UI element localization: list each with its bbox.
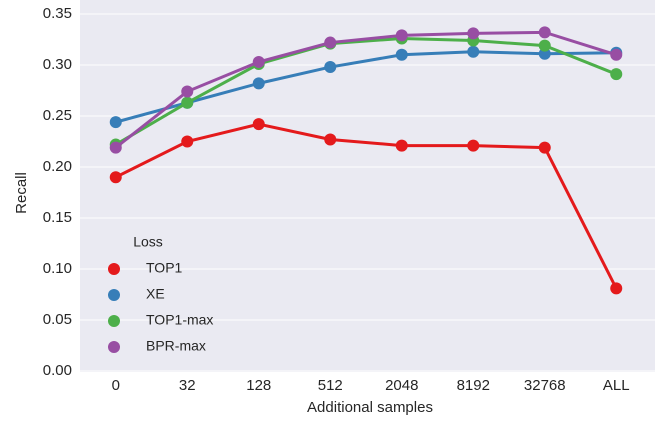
data-point	[324, 133, 337, 146]
x-tick-label: 512	[318, 377, 343, 394]
data-point	[395, 29, 408, 42]
data-point	[181, 85, 194, 98]
data-point	[181, 135, 194, 148]
y-tick-label: 0.20	[43, 158, 72, 175]
legend-label: TOP1-max	[146, 312, 213, 328]
data-point	[181, 96, 194, 109]
x-tick-label: 32768	[524, 377, 566, 394]
series-line	[115, 122, 618, 290]
y-tick-label: 0.15	[43, 209, 72, 226]
y-tick-label: 0.00	[43, 362, 72, 379]
data-point	[610, 68, 623, 81]
y-tick-label: 0.35	[43, 5, 72, 22]
legend-marker	[108, 315, 120, 327]
x-axis-label: Additional samples	[307, 399, 433, 416]
data-point	[467, 45, 480, 58]
data-point	[610, 282, 623, 295]
data-point	[109, 171, 122, 184]
y-tick-label: 0.30	[43, 56, 72, 73]
x-tick-label: 128	[246, 377, 271, 394]
data-point	[610, 48, 623, 61]
data-point	[324, 61, 337, 74]
data-point	[467, 27, 480, 40]
y-tick-label: 0.25	[43, 107, 72, 124]
data-point	[538, 26, 551, 39]
data-point	[538, 39, 551, 52]
data-point	[467, 139, 480, 152]
legend-marker	[108, 341, 120, 353]
legend-label: TOP1	[146, 260, 183, 276]
x-tick-label: 2048	[385, 377, 418, 394]
series-line	[114, 30, 617, 149]
x-tick-label: ALL	[603, 377, 630, 394]
legend-marker	[108, 263, 120, 275]
x-tick-label: 0	[112, 377, 120, 394]
data-point	[324, 36, 337, 49]
data-point	[109, 141, 122, 154]
data-point	[395, 139, 408, 152]
series-line	[115, 50, 617, 124]
series-line	[114, 36, 617, 146]
legend-label: BPR-max	[146, 338, 206, 354]
legend-label: XE	[146, 286, 165, 302]
y-tick-label: 0.05	[43, 311, 72, 328]
legend-title: Loss	[133, 234, 163, 250]
x-tick-label: 32	[179, 377, 196, 394]
legend-marker	[108, 289, 120, 301]
data-point	[252, 118, 265, 131]
data-point	[252, 55, 265, 68]
data-point	[252, 77, 265, 90]
data-point	[395, 48, 408, 61]
x-tick-label: 8192	[457, 377, 490, 394]
y-axis-label: Recall	[13, 172, 30, 214]
data-point	[109, 116, 122, 129]
y-tick-label: 0.10	[43, 260, 72, 277]
data-point	[538, 141, 551, 154]
